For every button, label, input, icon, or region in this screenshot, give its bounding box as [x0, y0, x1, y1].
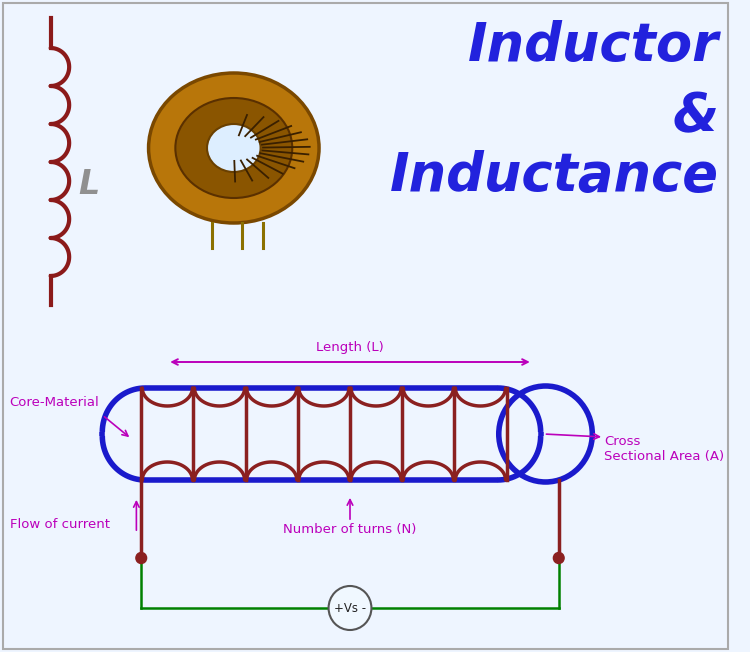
Text: Number of turns (N): Number of turns (N): [284, 524, 417, 537]
Text: Inductance: Inductance: [390, 150, 719, 202]
Circle shape: [328, 586, 371, 630]
Text: L: L: [78, 168, 99, 201]
Text: Flow of current: Flow of current: [10, 518, 109, 531]
Ellipse shape: [176, 98, 292, 198]
Text: +Vs -: +Vs -: [334, 602, 366, 614]
Circle shape: [554, 552, 564, 563]
Circle shape: [136, 552, 146, 563]
Ellipse shape: [207, 124, 260, 172]
Ellipse shape: [148, 73, 319, 223]
Text: &: &: [673, 90, 719, 142]
Text: Length (L): Length (L): [316, 341, 384, 354]
Text: Cross
Sectional Area (A): Cross Sectional Area (A): [604, 435, 724, 463]
Text: Inductor: Inductor: [468, 20, 719, 72]
Text: Core-Material: Core-Material: [10, 396, 100, 409]
